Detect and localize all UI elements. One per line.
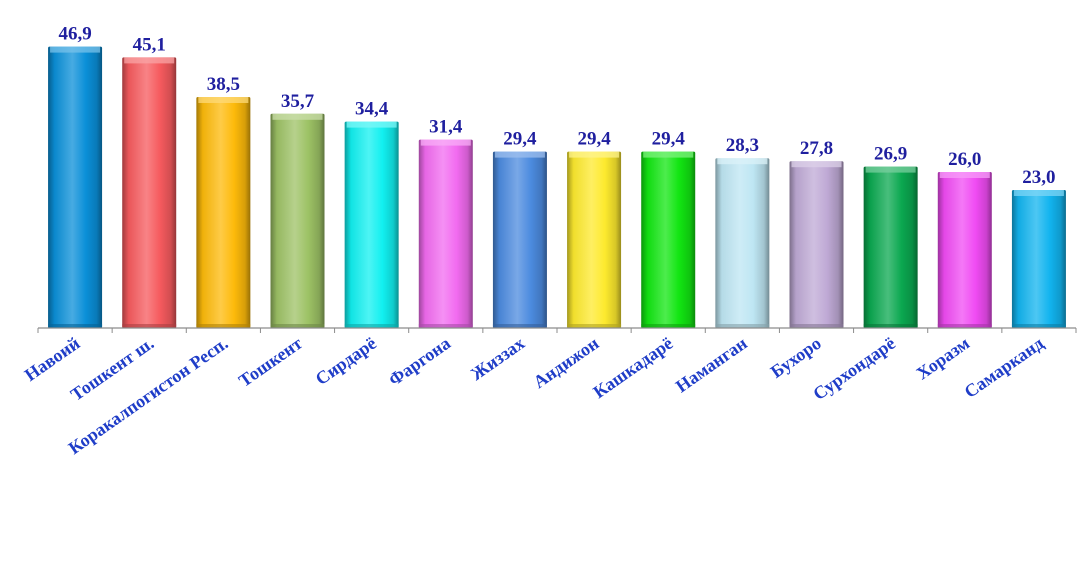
data-label-6: 31,4: [429, 117, 463, 138]
x-tick-label-6: Фаргона: [385, 333, 454, 390]
bar-12: [863, 166, 918, 328]
bar-13: [937, 172, 992, 328]
bar-bottom-shade: [715, 324, 770, 328]
bar-2: [122, 57, 177, 329]
value-labels-layer: 46,9 45,1 38,5 35,7 34,4 31,4 29,4 29,4 29,4 28,3…: [58, 24, 1055, 188]
data-label-4: 35,7: [281, 91, 315, 112]
bar-top-bevel: [198, 97, 249, 103]
bar-bottom-shade: [492, 324, 547, 328]
bar-8: [567, 151, 622, 328]
bar-10: [715, 158, 770, 328]
data-label-7: 29,4: [503, 129, 537, 150]
bar-6: [418, 139, 473, 328]
bar-top-bevel: [569, 151, 620, 158]
bar-bottom-shade: [122, 324, 177, 328]
bar-top-bevel: [50, 46, 101, 53]
bar-bottom-shade: [1011, 324, 1066, 328]
bar-7: [492, 151, 547, 328]
x-tick-label-7: Жиззах: [467, 333, 528, 384]
x-tick-label-11: Бухоро: [767, 333, 825, 382]
bar-top-bevel: [124, 57, 175, 64]
data-label-1: 46,9: [58, 24, 91, 45]
data-label-10: 28,3: [726, 135, 759, 156]
bar-top-bevel: [346, 121, 397, 128]
x-axis: [37, 327, 1077, 333]
bar-top-bevel: [717, 158, 768, 165]
bar-top-bevel: [420, 139, 471, 146]
bar-4: [270, 113, 325, 328]
bar-top-bevel: [1013, 190, 1064, 196]
x-tick-label-1: Навоий: [21, 333, 84, 385]
bar-top-bevel: [791, 161, 842, 168]
data-label-9: 29,4: [652, 129, 686, 150]
data-label-13: 26,0: [948, 149, 981, 170]
bar-bottom-shade: [789, 324, 844, 328]
data-label-2: 45,1: [133, 34, 166, 55]
x-tick-label-4: Тошкент: [235, 333, 306, 391]
data-label-11: 27,8: [800, 138, 833, 159]
data-label-14: 23,0: [1022, 167, 1055, 188]
bar-bottom-shade: [48, 324, 103, 328]
bar-5: [344, 121, 399, 328]
bars-layer: [48, 46, 1066, 329]
bar-bottom-shade: [641, 324, 696, 328]
bar-1: [48, 46, 103, 328]
data-label-8: 29,4: [577, 129, 611, 150]
bar-11: [789, 161, 844, 328]
bar-bottom-shade: [270, 324, 325, 328]
bar-bottom-shade: [418, 324, 473, 328]
bar-3: [196, 97, 251, 328]
bar-top-bevel: [272, 113, 323, 120]
bar-bottom-shade: [567, 324, 622, 328]
x-tick-label-14: Самарканд: [961, 333, 1048, 402]
bar-14: [1011, 190, 1066, 328]
bar-top-bevel: [643, 151, 694, 158]
x-tick-label-9: Кашкадарё: [589, 333, 676, 402]
bar-top-bevel: [939, 172, 990, 178]
bar-9: [641, 151, 696, 328]
x-tick-label-13: Хоразм: [913, 333, 973, 384]
bar-bottom-shade: [196, 324, 251, 328]
bar-top-bevel: [494, 151, 545, 158]
data-label-3: 38,5: [207, 74, 240, 95]
data-label-12: 26,9: [874, 144, 907, 165]
x-tick-label-5: Сирдарё: [312, 333, 380, 389]
data-label-5: 34,4: [355, 99, 389, 120]
x-tick-label-10: Наманган: [672, 333, 751, 396]
x-tick-label-12: Сурхондарё: [809, 333, 899, 404]
bar-top-bevel: [865, 166, 916, 173]
bar-bottom-shade: [344, 324, 399, 328]
bar-bottom-shade: [863, 324, 918, 328]
bar-bottom-shade: [937, 324, 992, 328]
